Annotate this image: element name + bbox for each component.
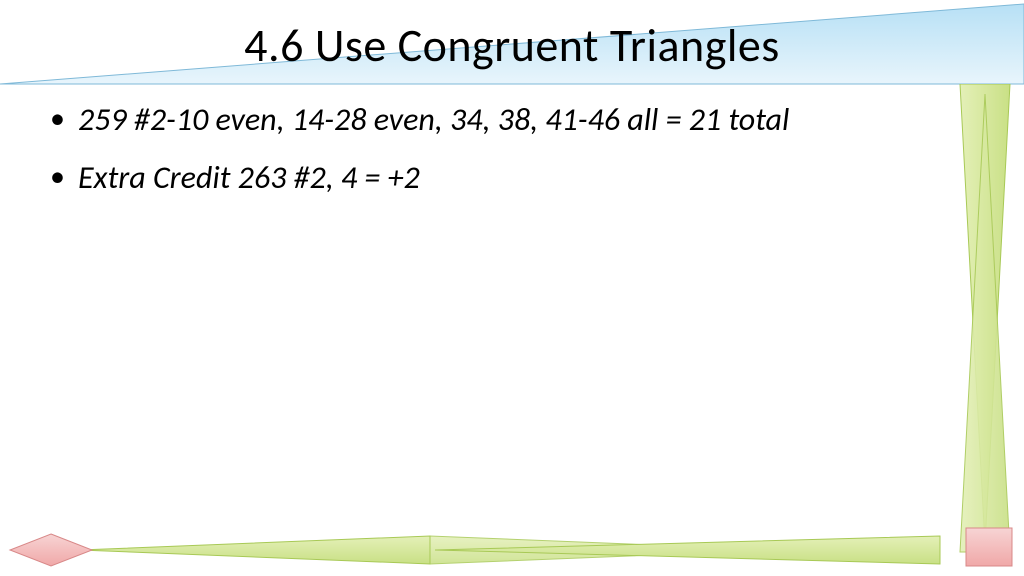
bullet-list: 259 #2-10 even, 14-28 even, 34, 38, 41-4…	[44, 100, 964, 198]
slide: 4.6 Use Congruent Triangles 259 #2-10 ev…	[0, 0, 1024, 576]
slide-content: 259 #2-10 even, 14-28 even, 34, 38, 41-4…	[44, 100, 964, 216]
bullet-item: 259 #2-10 even, 14-28 even, 34, 38, 41-4…	[44, 100, 964, 140]
bottom-green-triangles-decoration	[80, 530, 960, 570]
bullet-item: Extra Credit 263 #2, 4 = +2	[44, 158, 964, 198]
right-vertical-triangles-decoration	[956, 84, 1016, 554]
bottom-right-pink-square-decoration	[964, 526, 1014, 568]
slide-title: 4.6 Use Congruent Triangles	[0, 18, 1024, 74]
bottom-left-pink-diamond-decoration	[6, 530, 96, 570]
